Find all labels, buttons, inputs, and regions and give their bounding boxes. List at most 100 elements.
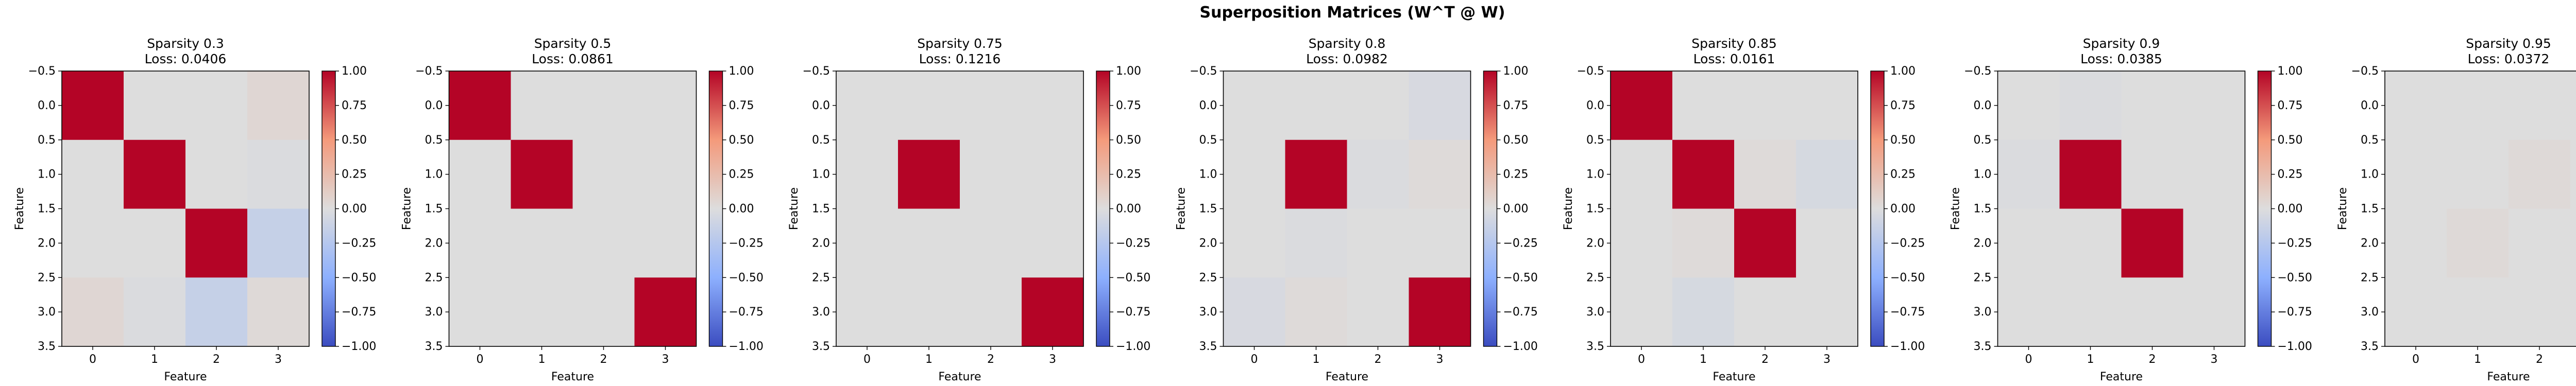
x-tick-label: 2 bbox=[1761, 353, 1769, 366]
heatmap-cell bbox=[1022, 208, 1084, 278]
colorbar-tick-label: −1.00 bbox=[342, 340, 376, 353]
x-tick-label: 3 bbox=[1436, 353, 1444, 366]
panel-loss-label: Loss: 0.0372 bbox=[2468, 51, 2550, 66]
heatmap-cell bbox=[449, 71, 511, 141]
colorbar-tick-label: 0.50 bbox=[1503, 134, 1529, 147]
panel-loss-label: Loss: 0.0385 bbox=[2080, 51, 2162, 66]
y-tick-label: 0.5 bbox=[2361, 134, 2379, 147]
heatmap-cell bbox=[1734, 208, 1797, 278]
y-tick-label: 2.0 bbox=[812, 237, 830, 250]
heatmap-cell bbox=[1997, 139, 2060, 209]
panel-title: Sparsity 0.5 bbox=[534, 36, 612, 51]
heatmap-cell bbox=[2385, 208, 2447, 278]
heatmap-cell bbox=[1734, 139, 1797, 209]
heatmap-cell bbox=[1611, 71, 1673, 141]
heatmap-cell bbox=[185, 208, 248, 278]
heatmap-cell bbox=[1611, 208, 1673, 278]
colorbar-tick-label: 0.25 bbox=[1116, 168, 1141, 181]
heatmap-cell bbox=[960, 139, 1022, 209]
y-tick-label: 3.5 bbox=[1199, 340, 1217, 353]
colorbar-tick-label: 1.00 bbox=[1503, 65, 1529, 78]
colorbar-tick-label: 0.00 bbox=[1503, 203, 1529, 216]
y-tick-label: 3.5 bbox=[1974, 340, 1992, 353]
x-axis-label: Feature bbox=[2100, 371, 2143, 383]
y-tick-label: 1.0 bbox=[425, 168, 443, 181]
colorbar-tick-label: 0.00 bbox=[2278, 203, 2303, 216]
x-tick-label: 1 bbox=[151, 353, 158, 366]
y-tick-label: 0.0 bbox=[812, 99, 830, 112]
x-tick-label: 0 bbox=[477, 353, 484, 366]
heatmap-cell bbox=[2183, 71, 2245, 141]
x-tick-label: 0 bbox=[2412, 353, 2419, 366]
heatmap-cell bbox=[62, 208, 124, 278]
heatmap-cell bbox=[1796, 71, 1858, 141]
colorbar-tick-label: 0.00 bbox=[1116, 203, 1141, 216]
heatmap-cell bbox=[2570, 208, 2576, 278]
colorbar-tick-label: −0.50 bbox=[1503, 271, 1538, 284]
heatmap-cell bbox=[634, 208, 697, 278]
y-tick-label: 3.0 bbox=[1586, 306, 1604, 319]
panel-loss-label: Loss: 0.1216 bbox=[919, 51, 1001, 66]
heatmap-cell bbox=[1347, 139, 1409, 209]
heatmap-cell bbox=[1672, 277, 1735, 347]
heatmap-cell bbox=[2509, 277, 2571, 347]
heatmap-cell bbox=[185, 277, 248, 347]
heatmap-cell bbox=[572, 208, 635, 278]
heatmap-cell bbox=[1734, 277, 1797, 347]
y-tick-label: 1.5 bbox=[425, 203, 443, 216]
heatmap-cell bbox=[1997, 277, 2060, 347]
y-tick-label: 1.0 bbox=[1199, 168, 1217, 181]
heatmap-cell bbox=[1347, 208, 1409, 278]
x-tick-label: 2 bbox=[2536, 353, 2543, 366]
panel-loss-label: Loss: 0.0861 bbox=[532, 51, 614, 66]
colorbar-tick-label: −1.00 bbox=[1503, 340, 1538, 353]
x-tick-label: 1 bbox=[2474, 353, 2481, 366]
colorbar-tick-label: 0.50 bbox=[2278, 134, 2303, 147]
heatmap-cell bbox=[2059, 277, 2122, 347]
y-tick-label: 2.5 bbox=[38, 271, 56, 284]
heatmap-cell bbox=[2570, 139, 2576, 209]
y-tick-label: −0.5 bbox=[1577, 65, 1604, 78]
x-axis-label: Feature bbox=[1713, 371, 1755, 383]
x-axis-label: Feature bbox=[1326, 371, 1368, 383]
heatmap-cell bbox=[1223, 277, 1285, 347]
x-tick-label: 1 bbox=[1700, 353, 1707, 366]
colorbar-tick-label: −0.75 bbox=[729, 306, 764, 319]
y-tick-label: 3.5 bbox=[38, 340, 56, 353]
heatmap-cell bbox=[1997, 208, 2060, 278]
y-tick-label: 1.5 bbox=[1974, 203, 1992, 216]
y-tick-label: −0.5 bbox=[803, 65, 830, 78]
heatmap-cell bbox=[2183, 277, 2245, 347]
x-tick-label: 2 bbox=[1375, 353, 1382, 366]
y-tick-label: 2.5 bbox=[425, 271, 443, 284]
heatmap-cell bbox=[960, 71, 1022, 141]
colorbar-tick-label: −1.00 bbox=[1890, 340, 1925, 353]
x-axis-label: Feature bbox=[2487, 371, 2530, 383]
x-tick-label: 3 bbox=[1049, 353, 1056, 366]
x-tick-label: 0 bbox=[2025, 353, 2032, 366]
y-tick-label: 3.0 bbox=[425, 306, 443, 319]
heatmap-cell bbox=[2183, 208, 2245, 278]
panel-title: Sparsity 0.95 bbox=[2466, 36, 2551, 51]
heatmap-cell bbox=[836, 71, 899, 141]
heatmap-cell bbox=[1285, 139, 1347, 209]
colorbar-tick-label: 0.25 bbox=[729, 168, 754, 181]
y-tick-label: 0.5 bbox=[812, 134, 830, 147]
panel-title: Sparsity 0.75 bbox=[917, 36, 1003, 51]
y-axis-label: Feature bbox=[13, 187, 26, 230]
x-axis-label: Feature bbox=[551, 371, 594, 383]
y-tick-label: −0.5 bbox=[1964, 65, 1991, 78]
heatmap-cell bbox=[1285, 277, 1347, 347]
x-axis-label: Feature bbox=[938, 371, 981, 383]
colorbar-tick-label: −0.25 bbox=[1116, 237, 1150, 250]
heatmap-cell bbox=[634, 71, 697, 141]
x-tick-label: 0 bbox=[1638, 353, 1645, 366]
x-tick-label: 0 bbox=[89, 353, 96, 366]
heatmap-cell bbox=[2447, 208, 2509, 278]
heatmap-cell bbox=[1409, 71, 1471, 141]
heatmap-cell bbox=[960, 277, 1022, 347]
x-tick-label: 2 bbox=[213, 353, 220, 366]
heatmap-cell bbox=[1347, 277, 1409, 347]
